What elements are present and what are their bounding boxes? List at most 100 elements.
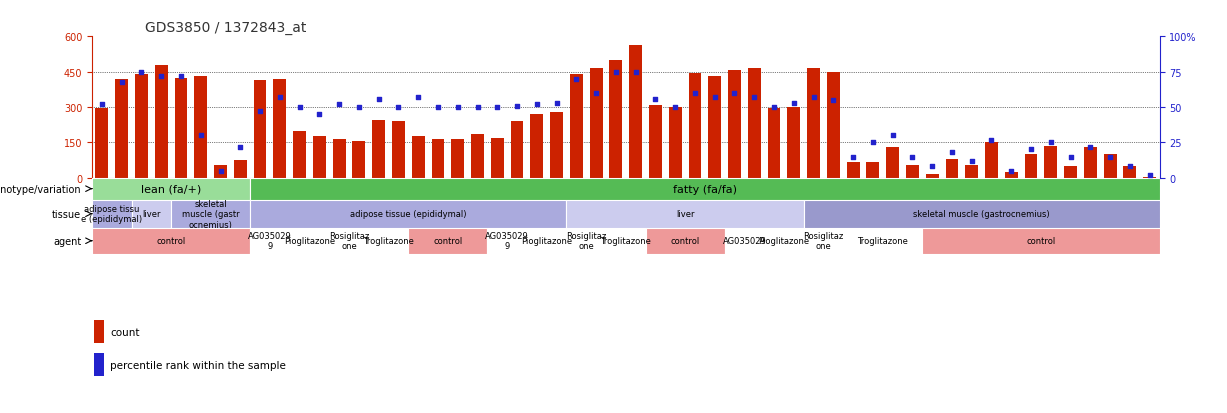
Bar <box>688 74 702 178</box>
Text: fatty (fa/fa): fatty (fa/fa) <box>672 184 737 194</box>
Text: control: control <box>1026 237 1055 246</box>
Bar <box>471 135 483 178</box>
Bar <box>807 69 820 178</box>
Point <box>764 104 784 111</box>
Bar <box>290 228 329 254</box>
Text: GDS3850 / 1372843_at: GDS3850 / 1372843_at <box>145 21 307 35</box>
Point <box>645 96 665 102</box>
Bar <box>313 137 326 178</box>
Text: adipose tissue (epididymal): adipose tissue (epididymal) <box>350 210 466 219</box>
Bar <box>788 108 800 178</box>
Point <box>151 74 171 80</box>
Bar <box>886 148 899 178</box>
Bar <box>728 71 741 178</box>
Text: Rosiglitaz
one: Rosiglitaz one <box>329 232 369 251</box>
Point <box>290 104 309 111</box>
Text: liver: liver <box>142 210 161 219</box>
Point <box>487 104 507 111</box>
Bar <box>92 228 250 254</box>
Point <box>685 90 704 97</box>
Point <box>606 69 626 76</box>
Bar <box>250 228 290 254</box>
Point <box>665 104 685 111</box>
Text: count: count <box>110 328 140 337</box>
Point <box>823 97 843 104</box>
Point <box>804 95 823 101</box>
Bar <box>708 77 721 178</box>
Bar <box>804 200 1160 228</box>
Bar <box>155 65 168 178</box>
Bar <box>946 159 958 178</box>
Bar <box>333 140 346 178</box>
Bar <box>550 112 563 178</box>
Bar <box>329 228 369 254</box>
Text: control: control <box>433 237 463 246</box>
Bar <box>526 228 567 254</box>
Text: AG035029
9: AG035029 9 <box>486 232 529 251</box>
Bar <box>645 228 725 254</box>
Point <box>191 133 211 139</box>
Bar <box>923 228 1160 254</box>
Bar <box>171 200 250 228</box>
Text: skeletal muscle (gastrocnemius): skeletal muscle (gastrocnemius) <box>913 210 1050 219</box>
Text: adipose tissu
e (epididymal): adipose tissu e (epididymal) <box>81 204 142 224</box>
Bar <box>92 178 250 200</box>
Text: Rosiglitaz
one: Rosiglitaz one <box>804 232 844 251</box>
Bar <box>606 228 645 254</box>
Point <box>507 103 526 109</box>
Bar <box>1005 172 1017 178</box>
Text: AG035029: AG035029 <box>723 237 766 246</box>
Point <box>1120 164 1140 170</box>
Point <box>428 104 448 111</box>
Point <box>448 104 467 111</box>
Point <box>409 95 428 101</box>
Bar <box>567 228 606 254</box>
Bar <box>567 200 804 228</box>
Bar <box>1064 166 1077 178</box>
Bar <box>174 78 188 178</box>
Point <box>171 74 190 80</box>
Bar <box>96 109 108 178</box>
Bar <box>412 137 425 178</box>
Bar <box>250 178 1160 200</box>
Bar <box>768 109 780 178</box>
Point <box>547 100 567 107</box>
Text: Pioglitazone: Pioglitazone <box>758 237 810 246</box>
Bar <box>590 69 602 178</box>
Point <box>467 104 487 111</box>
Bar <box>725 228 764 254</box>
Point <box>1140 172 1160 179</box>
Bar <box>629 45 642 178</box>
Text: Pioglitazone: Pioglitazone <box>283 237 335 246</box>
Bar <box>391 122 405 178</box>
Bar <box>293 131 306 178</box>
Point <box>348 104 368 111</box>
Bar <box>843 228 923 254</box>
Point <box>725 90 745 97</box>
Text: Rosiglitaz
one: Rosiglitaz one <box>566 232 606 251</box>
Text: control: control <box>157 237 185 246</box>
Bar <box>804 228 843 254</box>
Point <box>784 100 804 107</box>
Point <box>863 140 882 146</box>
Point <box>982 137 1001 143</box>
Point <box>843 154 863 160</box>
Point <box>369 96 389 102</box>
Bar <box>966 165 978 178</box>
Bar <box>194 77 207 178</box>
Bar <box>1044 147 1058 178</box>
Text: Troglitazone: Troglitazone <box>858 237 908 246</box>
Bar <box>432 140 444 178</box>
Bar <box>369 228 409 254</box>
Point <box>112 79 131 85</box>
Bar <box>510 122 524 178</box>
Point <box>882 133 902 139</box>
Text: control: control <box>670 237 699 246</box>
Point <box>942 150 962 156</box>
Point <box>250 109 270 115</box>
Bar <box>409 228 487 254</box>
Bar <box>131 200 171 228</box>
Bar <box>747 69 761 178</box>
Bar <box>92 200 131 228</box>
Bar <box>491 138 504 178</box>
